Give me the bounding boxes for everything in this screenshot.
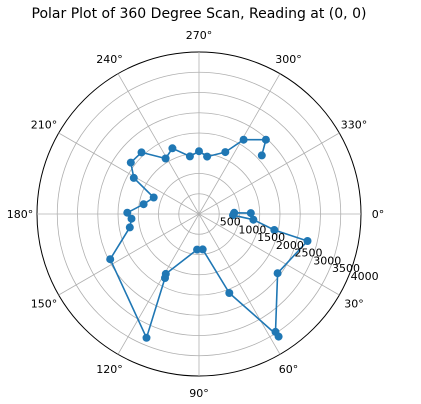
- data-point: [270, 226, 279, 234]
- angle-tick-label: 30°: [344, 298, 364, 311]
- angular-gridline: [117, 73, 200, 215]
- radial-tick-label: 4000: [351, 270, 379, 283]
- angle-tick-label: 330°: [341, 119, 368, 132]
- angle-tick-label: 210°: [31, 119, 58, 132]
- data-point: [221, 148, 230, 157]
- chart-title: Polar Plot of 360 Degree Scan, Reading a…: [32, 6, 367, 22]
- data-point: [195, 147, 203, 156]
- angle-tick-label: 150°: [31, 298, 58, 311]
- data-point: [137, 148, 146, 157]
- radial-tick-label: 2000: [276, 239, 304, 252]
- angular-gridline: [198, 213, 340, 296]
- data-point: [127, 214, 136, 223]
- angle-tick-label: 270°: [186, 29, 213, 42]
- data-point: [193, 245, 202, 254]
- radial-tick-label: 3500: [332, 262, 360, 275]
- angle-tick-label: 90°: [189, 387, 209, 400]
- data-point: [123, 208, 132, 217]
- data-point: [161, 154, 170, 163]
- angle-tick-label: 0°: [372, 208, 385, 221]
- data-point: [106, 255, 115, 264]
- data-point: [203, 152, 212, 161]
- angular-gridline: [117, 213, 200, 355]
- radial-tick-label: 500: [220, 216, 241, 229]
- data-point: [257, 151, 266, 160]
- radial-tick-label: 1500: [257, 231, 285, 244]
- data-point: [225, 289, 234, 297]
- tick-labels: 0° 30° 60° 90° 120° 150° 180° 210° 240° 270° 300° 3…: [7, 29, 385, 400]
- polar-grid: [36, 51, 362, 377]
- angle-tick-label: 300°: [275, 53, 302, 66]
- data-point: [161, 274, 169, 282]
- data-point: [139, 200, 148, 209]
- data-point: [239, 135, 248, 144]
- data-point: [273, 269, 282, 278]
- data-point: [198, 245, 207, 254]
- angle-tick-label: 240°: [96, 53, 123, 66]
- data-point: [246, 209, 255, 218]
- angular-gridline: [198, 132, 340, 215]
- angle-tick-label: 120°: [96, 363, 123, 376]
- data-point: [249, 215, 258, 224]
- angular-gridline: [58, 132, 200, 215]
- radial-tick-label: 1000: [238, 223, 266, 236]
- data-point: [185, 152, 194, 161]
- data-point: [261, 135, 270, 144]
- data-point: [125, 223, 134, 232]
- data-point: [274, 332, 283, 341]
- data-point: [126, 158, 135, 167]
- data-point: [149, 193, 158, 202]
- data-point: [142, 333, 151, 342]
- angular-gridline: [58, 213, 200, 296]
- data-point: [303, 237, 312, 245]
- data-point: [129, 173, 138, 182]
- data-point: [168, 144, 177, 153]
- angular-gridline: [198, 213, 281, 355]
- angular-gridline: [198, 73, 281, 215]
- angle-tick-label: 180°: [7, 208, 34, 221]
- series-layer: [106, 135, 312, 342]
- radial-tick-label: 2500: [295, 247, 323, 260]
- angle-tick-label: 60°: [279, 363, 299, 376]
- data-point: [229, 211, 237, 220]
- radial-tick-label: 3000: [313, 254, 341, 267]
